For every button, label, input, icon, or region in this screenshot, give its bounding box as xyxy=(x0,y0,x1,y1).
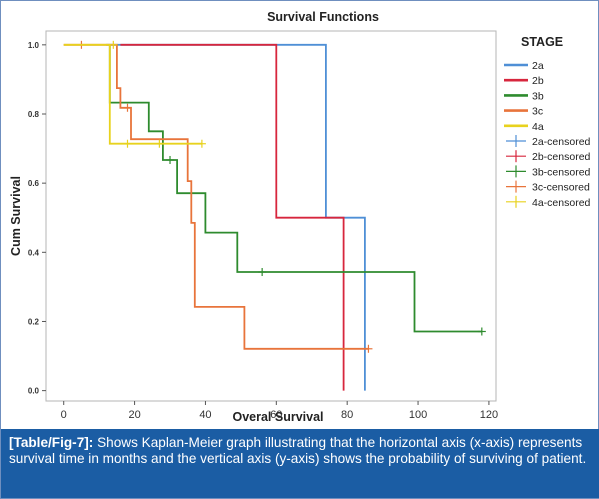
x-tick-label: 0 xyxy=(61,409,67,421)
censor-mark-3c xyxy=(364,344,373,353)
legend-item: 2b xyxy=(504,75,544,87)
legend-item: 2a-censored xyxy=(506,135,591,148)
x-tick-label: 40 xyxy=(199,409,211,421)
censor-mark-4a xyxy=(109,40,118,49)
x-tick-label: 20 xyxy=(128,409,140,421)
chart-title: Survival Functions xyxy=(267,10,379,24)
plot-area xyxy=(45,30,497,402)
censor-mark-4a xyxy=(197,139,206,148)
censor-mark-3c xyxy=(123,103,132,112)
legend-item: 3b xyxy=(504,90,544,102)
censor-mark-4a xyxy=(123,139,132,148)
series-line-3c xyxy=(63,43,369,350)
caption-text: Shows Kaplan-Meier graph illustrating th… xyxy=(9,435,587,466)
legend-item: 4a-censored xyxy=(506,195,591,209)
y-tick-label: 0.6 xyxy=(28,179,40,188)
x-tick-label: 120 xyxy=(480,409,498,421)
y-tick-label: 0.0 xyxy=(28,387,40,396)
legend-label: 2b xyxy=(532,75,544,87)
series-line-2b xyxy=(120,43,345,391)
censor-mark-3b xyxy=(166,155,175,164)
axes: 0 20 40 60 80 100 120 0.0 0.2 0.4 0.6 0.8 1.0 xyxy=(28,41,498,421)
caption-label: [Table/Fig-7]: xyxy=(9,435,94,450)
legend-item: 2b-censored xyxy=(506,150,591,163)
legend-label: 2a-censored xyxy=(532,136,591,148)
legend-label: 4a xyxy=(532,121,544,133)
legend: STAGE 2a 2b 3b 3c 4a 2a-censored 2b-censored 3b… xyxy=(504,35,591,209)
legend-item: 3b-censored xyxy=(506,165,591,178)
censor-mark-3b xyxy=(477,327,486,336)
legend-label: 3c xyxy=(532,106,543,118)
legend-item: 2a xyxy=(504,60,544,72)
legend-label: 3b xyxy=(532,90,544,102)
x-tick-label: 100 xyxy=(409,409,427,421)
series-line-3b xyxy=(108,44,482,333)
legend-label: 4a-censored xyxy=(532,197,591,209)
y-tick-label: 0.8 xyxy=(28,110,40,119)
legend-item: 4a xyxy=(504,121,544,133)
legend-item: 3c xyxy=(504,106,543,118)
legend-label: 3b-censored xyxy=(532,166,591,178)
legend-label: 2a xyxy=(532,60,544,72)
legend-label: 3c-censored xyxy=(532,182,590,194)
legend-label: 2b-censored xyxy=(532,151,591,163)
y-axis-label: Cum Survival xyxy=(9,176,23,256)
series-layer xyxy=(63,40,486,391)
y-tick-label: 0.4 xyxy=(28,248,40,257)
legend-item: 3c-censored xyxy=(506,180,590,194)
x-tick-label: 80 xyxy=(341,409,353,421)
censor-mark-3b xyxy=(258,268,267,277)
legend-title: STAGE xyxy=(521,35,563,49)
x-tick-label: 60 xyxy=(270,409,282,421)
km-chart: Survival Functions Cum Survival Overal S… xyxy=(9,10,591,424)
y-tick-label: 0.2 xyxy=(28,317,40,326)
censor-mark-4a xyxy=(155,139,164,148)
y-tick-label: 1.0 xyxy=(28,41,40,50)
figure-caption: [Table/Fig-7]: Shows Kaplan-Meier graph … xyxy=(1,429,599,498)
x-axis-label: Overal Survival xyxy=(232,410,323,424)
